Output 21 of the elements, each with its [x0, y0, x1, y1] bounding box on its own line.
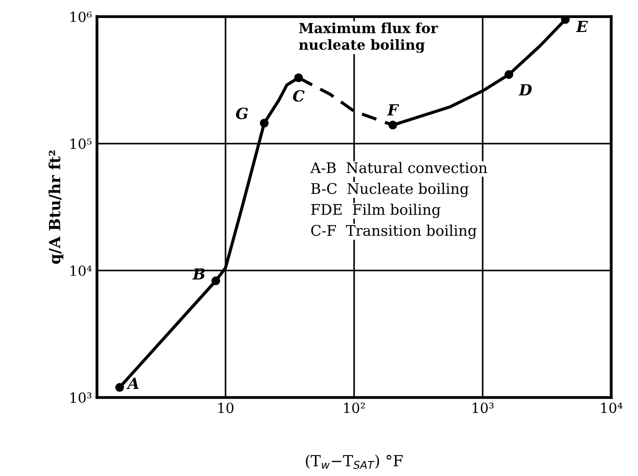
x-tick-label: 10⁴ [601, 402, 622, 414]
x-tick-label: 10³ [472, 402, 494, 414]
annotation: FDE Film boiling [311, 204, 440, 218]
y-tick-label: 10⁵ [70, 138, 92, 150]
annotation: A [126, 378, 139, 389]
annotation: Maximum flux for nucleate boiling [299, 22, 438, 53]
annotation: C [292, 90, 305, 102]
annotation: D [518, 84, 532, 96]
annotation: F [387, 104, 400, 116]
y-tick-label: 10³ [70, 392, 92, 403]
annotation: G [236, 108, 248, 120]
annotation: E [576, 20, 588, 32]
x-axis-title: (T$_{w}$−T$_{SAT}$) °F [306, 454, 403, 469]
y-axis-title: q/A Btu/hr ft² [48, 150, 64, 264]
y-tick-label: 10⁴ [70, 265, 92, 276]
annotation: B-C Nucleate boiling [311, 182, 469, 198]
x-tick-label: 10 [218, 402, 234, 414]
annotation: C-F Transition boiling [311, 224, 477, 239]
annotation: A-B Natural convection [310, 162, 488, 174]
y-tick-label: 10⁶ [70, 12, 92, 22]
x-tick-label: 10² [344, 402, 365, 414]
